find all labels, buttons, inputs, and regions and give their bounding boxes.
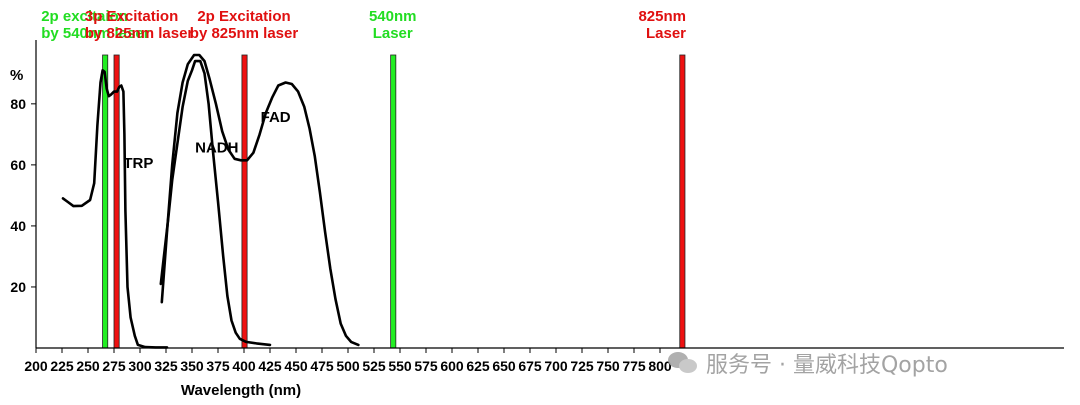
band-label-2-line2: by 825nm laser [190,25,299,42]
x-tick-label: 625 [466,358,490,374]
band-label-2-line1: 2p Excitation [197,8,290,25]
band-label-3-line1: 540nm [369,8,417,25]
series-line-fad [160,53,360,347]
laser-band-0 [102,54,109,349]
band-label-0-line2: by 540nm laser [41,25,150,42]
x-tick-label: 550 [388,358,412,374]
x-tick-label: 275 [102,358,126,374]
annotation-nadh: NADH [195,140,238,157]
laser-bands [102,54,686,349]
band-label-4-line1: 825nm [638,8,686,25]
x-axis-label: Wavelength (nm) [181,382,301,399]
band-label-1-line1: 3p Excitation [85,8,178,25]
x-tick-label: 225 [50,358,74,374]
series-line-trp [61,69,169,349]
series-annotations: TRP NADH FAD [123,109,290,172]
x-tick-label: 725 [570,358,594,374]
band-label-3-line2: Laser [373,25,413,42]
laser-band-3 [390,54,397,349]
annotation-fad: FAD [261,109,291,126]
annotation-trp: TRP [123,155,153,172]
x-tick-label: 750 [596,358,620,374]
watermark-text: 服务号 · 量威科技Qopto [706,353,948,378]
laser-band-4 [679,54,686,349]
x-tick-label: 350 [180,358,204,374]
x-tick-label: 325 [154,358,178,374]
x-tick-label: 575 [414,358,438,374]
tick-labels: 200 225 250 275 300 325 350 375 400 425 450 475 500 5… [10,67,672,399]
band-label-1-line2: by 825nm laser [85,25,194,42]
series-line-nadh [159,59,272,347]
laser-band-1 [113,54,120,349]
laser-band-2 [241,54,248,349]
x-tick-label: 375 [206,358,230,374]
x-tick-label: 500 [336,358,360,374]
x-tick-label: 775 [622,358,646,374]
x-tick-label: 700 [544,358,568,374]
wechat-logo-icon [668,350,698,376]
y-tick-label: 20 [10,279,26,295]
y-axis-label: % [10,67,23,84]
spectra-lines [61,53,360,349]
x-tick-label: 300 [128,358,152,374]
y-tick-label: 80 [10,96,26,112]
x-tick-label: 425 [258,358,282,374]
x-tick-label: 650 [492,358,516,374]
x-tick-label: 250 [76,358,100,374]
x-tick-label: 675 [518,358,542,374]
band-label-0-line1: 2p excitaion [41,8,128,25]
band-label-4-line2: Laser [646,25,686,42]
watermark: 服务号 · 量威科技Qopto [668,346,948,380]
x-tick-label: 800 [648,358,672,374]
x-tick-label: 525 [362,358,386,374]
x-tick-label: 475 [310,358,334,374]
x-tick-label: 600 [440,358,464,374]
x-tick-label: 400 [232,358,256,374]
axes [35,40,1064,349]
y-tick-label: 40 [10,218,26,234]
y-tick-label: 60 [10,157,26,173]
x-tick-label: 200 [24,358,48,374]
x-tick-label: 450 [284,358,308,374]
